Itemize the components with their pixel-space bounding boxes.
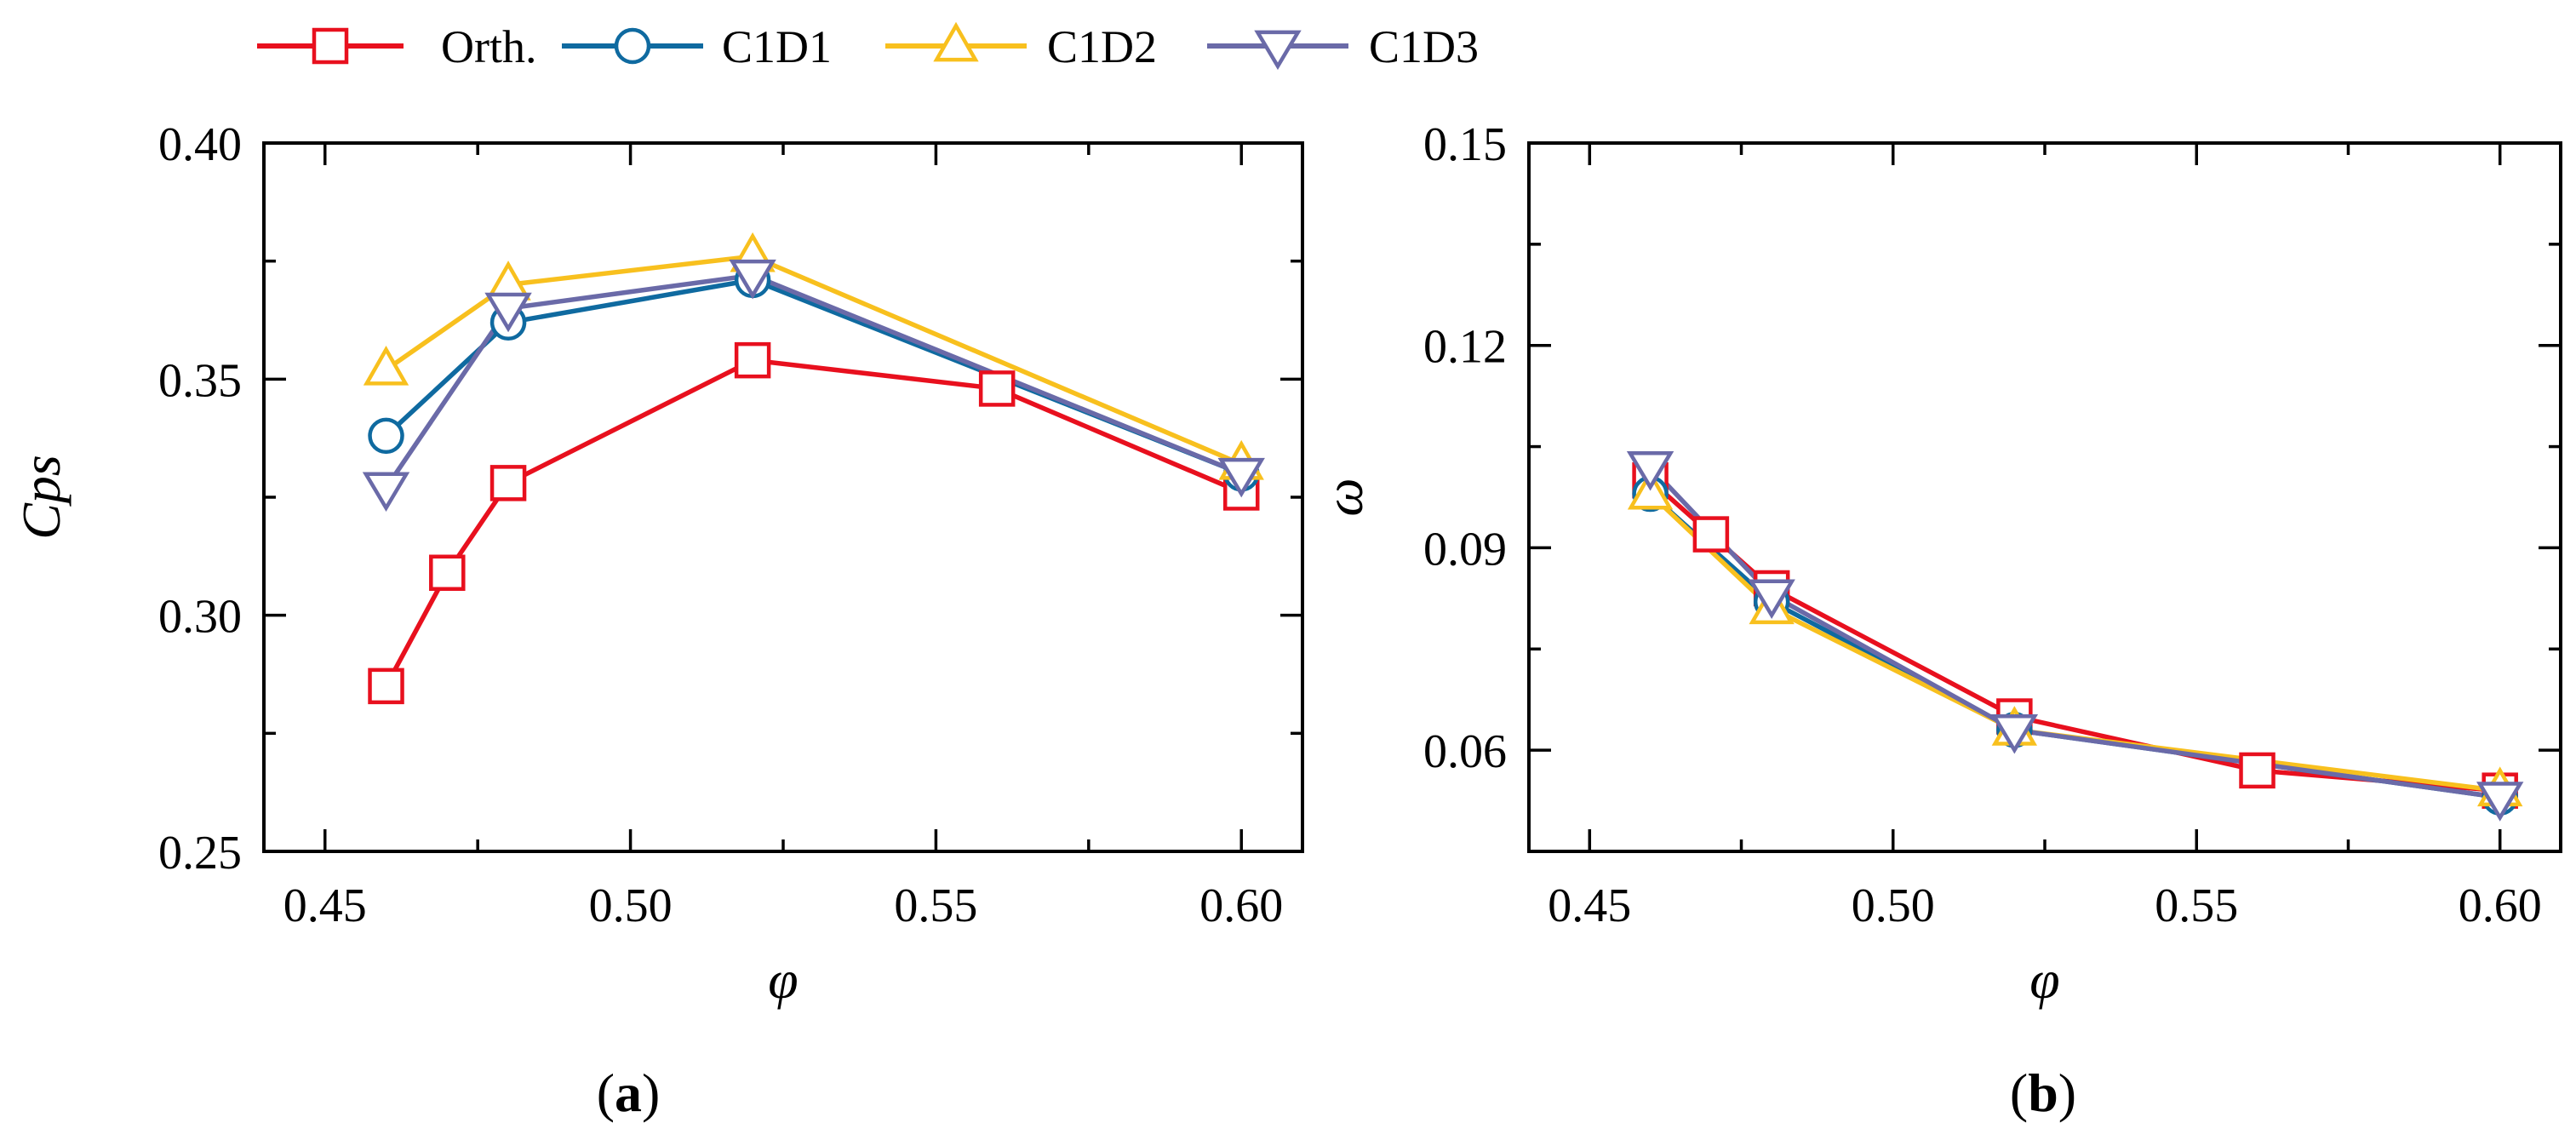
data-point-orth	[1692, 516, 1730, 553]
y-tick-label: 0.12	[1423, 321, 1507, 374]
x-axis-label: φ	[2029, 949, 2059, 1010]
y-tick-label: 0.35	[158, 354, 242, 407]
data-point-c1d3	[1217, 457, 1265, 498]
data-point-orth	[2239, 752, 2275, 789]
data-point-c1d3	[729, 259, 776, 300]
x-axis-label: φ	[768, 949, 798, 1010]
y-tick-label: 0.25	[158, 827, 242, 879]
series-line-c1d2	[384, 254, 1243, 467]
data-point-orth	[734, 341, 771, 379]
legend-marker	[312, 27, 349, 65]
data-point-c1d1	[368, 417, 404, 455]
legend-marker	[933, 21, 979, 62]
data-point-c1d3	[1748, 579, 1795, 620]
legend-entry-c1d1: C1D1	[562, 21, 832, 72]
y-tick-label: 0.09	[1423, 523, 1507, 576]
data-point-c1d3	[362, 472, 410, 513]
y-axis-label: ω	[1314, 478, 1374, 516]
data-point-orth	[978, 370, 1016, 407]
x-tick-label: 0.55	[894, 879, 977, 932]
legend: Orth. C1D1 C1D2 C1D3	[257, 21, 1479, 72]
legend-marker	[614, 27, 651, 65]
chart-panel-a: 0.45 0.50 0.55 0.60 0.25 0.30 0.35 0.40 φ Cps (a)	[11, 118, 1304, 1123]
data-point-orth	[368, 667, 404, 705]
data-point-c1d3	[484, 292, 532, 333]
legend-label: Orth.	[441, 21, 536, 72]
legend-label: C1D2	[1047, 21, 1157, 72]
y-tick-label: 0.30	[158, 591, 242, 644]
legend-entry-c1d2: C1D2	[885, 21, 1157, 72]
series-line-orth	[1648, 478, 2500, 793]
y-tick-label: 0.15	[1423, 118, 1507, 171]
y-tick-label: 0.06	[1423, 725, 1507, 778]
data-point-c1d3	[1990, 713, 2039, 754]
data-point-orth	[429, 554, 466, 591]
data-point-c1d3	[1626, 450, 1674, 491]
x-tick-label: 0.45	[1548, 879, 1631, 932]
data-point-c1d3	[2476, 782, 2524, 822]
data-point-orth	[489, 465, 527, 501]
plot-frame	[1527, 141, 2562, 853]
x-tick-label: 0.60	[2459, 879, 2542, 932]
series-line-orth	[384, 358, 1243, 688]
panel-label: (b)	[2010, 1063, 2076, 1123]
legend-marker	[1254, 30, 1302, 71]
chart-panel-b: 0.45 0.50 0.55 0.60 0.06 0.09 0.12 0.15 φ ω (b)	[1314, 118, 2562, 1123]
x-tick-label: 0.60	[1199, 879, 1283, 932]
series-line-c1d3	[1648, 465, 2501, 800]
legend-label: C1D1	[722, 21, 832, 72]
panel-label: (a)	[597, 1063, 661, 1123]
data-point-c1d2	[363, 345, 409, 386]
legend-label: C1D3	[1369, 21, 1479, 72]
x-tick-label: 0.45	[283, 879, 367, 932]
legend-entry-orth: Orth.	[257, 21, 536, 72]
y-axis-label: Cps	[11, 455, 72, 540]
x-tick-label: 0.55	[2155, 879, 2238, 932]
legend-entry-c1d3: C1D3	[1207, 21, 1479, 72]
series-line-c1d2	[1648, 492, 2501, 793]
series-line-c1d1	[1648, 491, 2501, 800]
y-tick-label: 0.40	[158, 118, 242, 171]
x-tick-label: 0.50	[589, 879, 673, 932]
x-tick-label: 0.50	[1852, 879, 1935, 932]
plot-frame	[262, 141, 1304, 853]
